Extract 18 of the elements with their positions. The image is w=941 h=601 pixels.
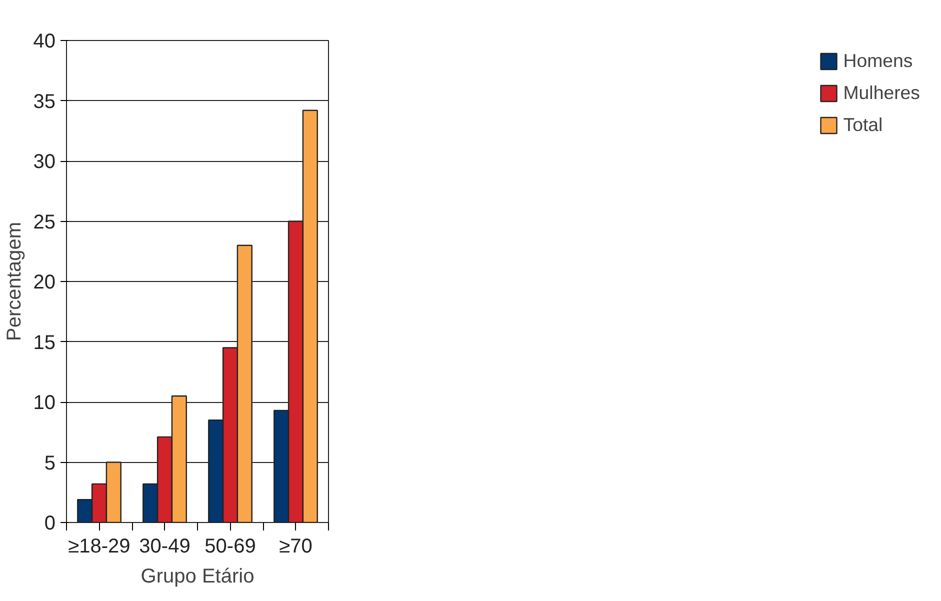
x-tick-label: ≥18-29 — [68, 536, 130, 558]
legend-label: Homens — [843, 50, 913, 72]
y-tick-label: 25 — [33, 211, 56, 234]
x-tick-label: 30-49 — [139, 536, 190, 558]
y-tick-label: 10 — [33, 392, 56, 414]
legend-label: Total — [843, 114, 883, 136]
y-tick-label: 35 — [33, 90, 56, 113]
y-tick-label: 15 — [33, 332, 56, 354]
x-axis-title: Grupo Etário — [140, 566, 254, 588]
y-tick-label: 20 — [33, 272, 56, 294]
x-tick-label: 50-69 — [204, 536, 256, 558]
y-tick-label: 40 — [33, 30, 56, 52]
y-tick-label: 0 — [44, 512, 56, 534]
x-tick-label: ≥70 — [279, 536, 312, 558]
y-axis-title: Percentagem — [3, 222, 26, 341]
y-tick-label: 5 — [44, 452, 56, 474]
y-tick-label: 30 — [33, 151, 56, 173]
legend-label: Mulheres — [843, 82, 920, 104]
